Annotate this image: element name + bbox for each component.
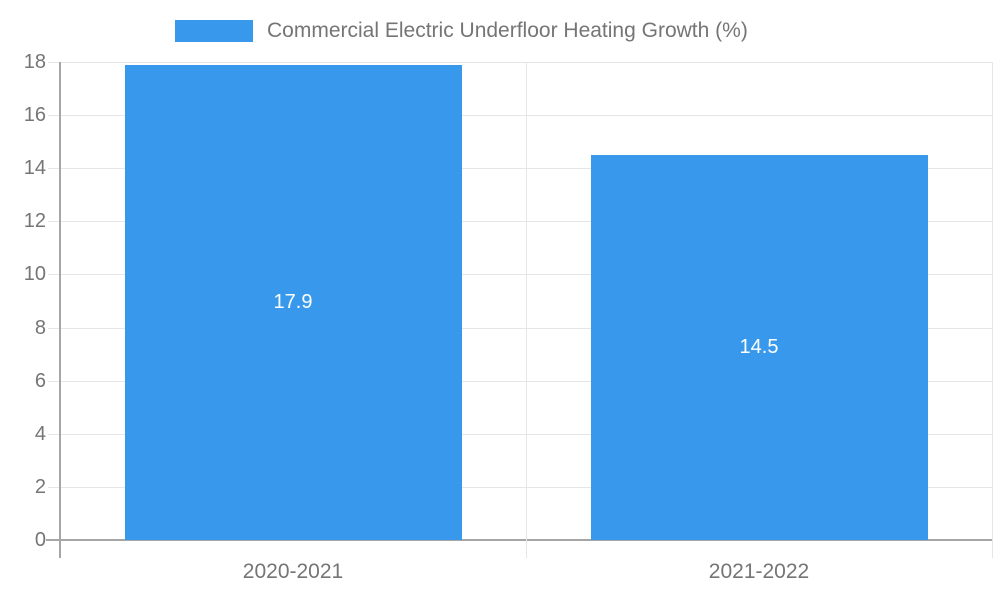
y-axis-tick-label: 16 bbox=[23, 104, 46, 127]
gridline bbox=[48, 168, 992, 170]
bar-value-label: 14.5 bbox=[739, 336, 779, 359]
gridline bbox=[48, 62, 992, 63]
gridline bbox=[48, 274, 992, 276]
bar[interactable] bbox=[124, 64, 462, 540]
gridline bbox=[48, 380, 992, 382]
y-axis-tick-label: 18 bbox=[23, 51, 46, 73]
x-axis-baseline bbox=[46, 539, 992, 541]
gridline bbox=[48, 486, 992, 488]
x-axis-category-label: 2020-2021 bbox=[242, 560, 344, 583]
gridline bbox=[48, 327, 992, 329]
y-axis-tick-label: 6 bbox=[34, 369, 46, 392]
y-axis-line bbox=[59, 62, 61, 558]
plot-right-border bbox=[992, 62, 993, 558]
bar-value-label: 17.9 bbox=[273, 291, 313, 314]
y-axis-tick-label: 2 bbox=[34, 475, 46, 498]
y-axis-tick-label: 10 bbox=[23, 263, 46, 286]
gridline bbox=[48, 433, 992, 435]
legend-label: Commercial Electric Underfloor Heating G… bbox=[267, 19, 748, 42]
y-axis-tick-label: 14 bbox=[23, 157, 46, 180]
x-axis-category-label: 2021-2022 bbox=[708, 560, 810, 583]
bar[interactable] bbox=[590, 154, 928, 540]
y-axis-tick-label: 0 bbox=[34, 529, 46, 551]
y-axis-tick-label: 4 bbox=[34, 422, 46, 445]
gridline bbox=[48, 221, 992, 223]
gridline bbox=[48, 115, 992, 117]
y-axis-tick-label: 12 bbox=[23, 210, 46, 233]
y-axis-tick-label: 8 bbox=[34, 316, 46, 339]
legend-swatch bbox=[175, 20, 253, 42]
legend: Commercial Electric Underfloor Heating G… bbox=[0, 0, 1000, 46]
category-divider-line bbox=[526, 62, 527, 558]
